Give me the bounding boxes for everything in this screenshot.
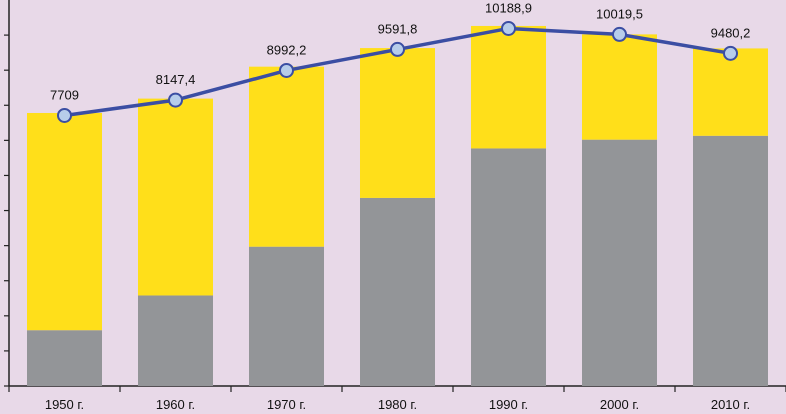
x-tick-label: 1950 г.	[45, 397, 84, 412]
line-point	[723, 45, 738, 61]
line-point	[390, 41, 405, 57]
bar-segment-1	[360, 197, 435, 386]
line-point	[612, 26, 627, 42]
bar-segment-1	[693, 135, 768, 386]
bar-segment-1	[138, 295, 213, 386]
bar-segment-1	[249, 246, 324, 386]
x-tick-label: 1990 г.	[489, 397, 528, 412]
bar-segment-2	[582, 34, 657, 140]
data-label: 9480,2	[711, 25, 751, 40]
data-label: 9591,8	[378, 21, 418, 36]
x-tick-label: 1980 г.	[378, 397, 417, 412]
chart-line	[57, 20, 738, 123]
line-point	[279, 62, 294, 78]
bar-segment-1	[27, 330, 102, 386]
x-tick-label: 2010 г.	[711, 397, 750, 412]
x-axis-labels: 1950 г. 1960 г. 1970 г. 1980 г. 1990 г. 2000 …	[45, 397, 750, 412]
bar-segment-1	[471, 148, 546, 386]
data-label: 8147,4	[156, 72, 196, 87]
bar-segment-2	[693, 48, 768, 136]
bar-segment-1	[582, 139, 657, 386]
bar-segment-2	[471, 25, 546, 149]
line-point	[57, 107, 72, 123]
x-tick-label: 1970 г.	[267, 397, 306, 412]
data-labels: 7709 8147,4 8992,2 9591,8 10188,9 10019,5 9480…	[50, 0, 750, 102]
x-tick-label: 1960 г.	[156, 397, 195, 412]
bar-segment-2	[249, 66, 324, 247]
data-label: 8992,2	[267, 42, 307, 57]
chart-bars	[27, 25, 768, 386]
data-label: 10019,5	[596, 6, 643, 21]
bar-segment-2	[360, 48, 435, 198]
line-point	[501, 20, 516, 36]
bar-segment-2	[27, 112, 102, 331]
x-tick-label: 2000 г.	[600, 397, 639, 412]
line-point	[168, 92, 183, 108]
bar-segment-2	[138, 98, 213, 296]
data-label: 7709	[50, 87, 79, 102]
data-label: 10188,9	[485, 0, 532, 15]
